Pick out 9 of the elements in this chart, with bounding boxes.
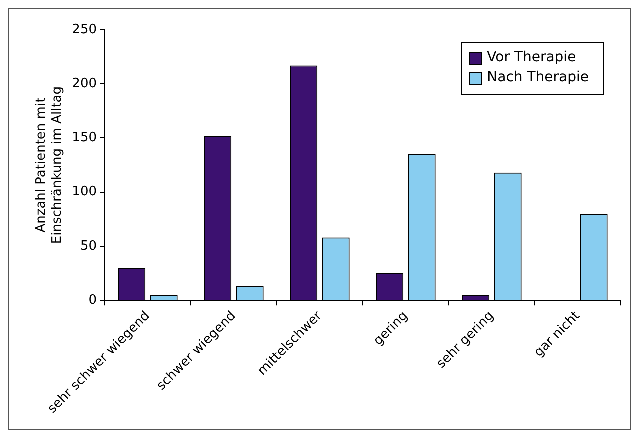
y-tick-label: 250 (72, 22, 98, 38)
y-tick-label: 50 (80, 238, 98, 254)
y-axis-title: Anzahl Patienten mit Einschränkung im Alltag (34, 86, 65, 244)
y-tick-label: 100 (72, 184, 98, 200)
y-tick-label: 150 (72, 130, 98, 146)
y-tick-label: 200 (72, 76, 98, 92)
legend-label: Vor Therapie (487, 50, 576, 66)
legend-label: Nach Therapie (487, 70, 590, 86)
y-tick-label: 0 (88, 292, 98, 308)
